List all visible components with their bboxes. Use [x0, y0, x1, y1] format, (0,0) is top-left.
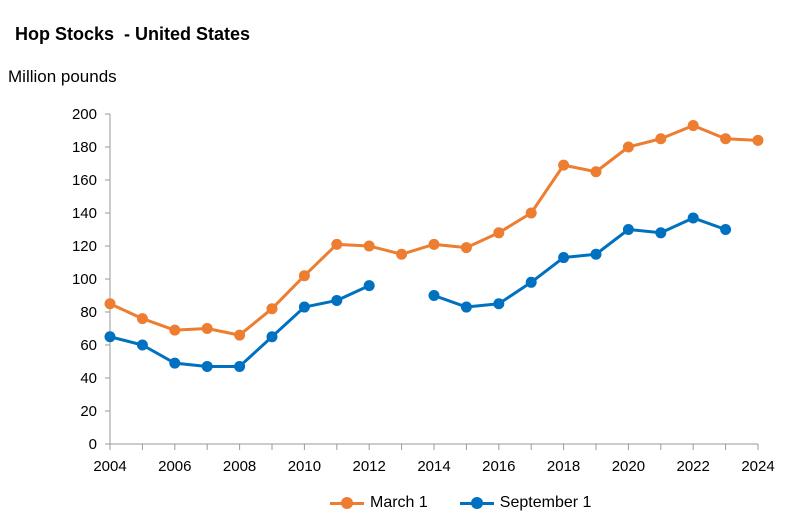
data-point-september-1 [590, 248, 602, 260]
data-point-march-1 [720, 133, 732, 145]
y-tick-label: 100 [72, 271, 97, 288]
data-point-march-1 [460, 242, 472, 254]
data-point-march-1 [590, 166, 602, 178]
data-point-september-1 [298, 301, 310, 313]
data-point-september-1 [460, 301, 472, 313]
y-tick-label: 60 [80, 337, 97, 354]
x-tick-label: 2016 [482, 458, 515, 475]
data-point-march-1 [558, 159, 570, 171]
legend-label-september-1: September 1 [499, 494, 592, 511]
x-tick-label: 2020 [612, 458, 645, 475]
data-point-september-1 [428, 290, 440, 301]
data-point-september-1 [687, 212, 699, 224]
data-point-march-1 [234, 329, 246, 341]
y-tick-label: 140 [72, 205, 97, 222]
legend-swatch-march-1 [330, 496, 364, 510]
data-point-march-1 [752, 134, 764, 146]
data-point-september-1 [234, 360, 246, 372]
x-tick-label: 2022 [677, 458, 710, 475]
data-point-september-1 [655, 227, 667, 239]
series-line-september-1 [433, 216, 727, 309]
y-tick-label: 40 [80, 370, 97, 387]
legend-label-march-1: March 1 [370, 494, 428, 511]
y-tick-label: 160 [72, 172, 97, 189]
x-tick-label: 2008 [223, 458, 256, 475]
series-september-1 [104, 212, 732, 372]
data-point-september-1 [622, 224, 634, 235]
data-point-march-1 [428, 238, 440, 250]
data-point-march-1 [104, 298, 116, 310]
data-point-march-1 [622, 141, 634, 153]
legend-item-september-1: September 1 [459, 494, 592, 512]
data-point-september-1 [136, 339, 148, 351]
data-point-march-1 [136, 313, 148, 325]
x-tick-label: 2012 [353, 458, 386, 475]
legend-swatch-september-1 [459, 496, 494, 510]
y-axis-label: Million pounds [8, 67, 117, 86]
data-point-september-1 [493, 298, 505, 310]
y-tick-label: 180 [72, 139, 97, 156]
y-tick-label: 20 [80, 403, 97, 420]
data-point-march-1 [169, 324, 181, 336]
data-point-march-1 [687, 120, 699, 132]
data-point-september-1 [331, 294, 343, 306]
data-point-march-1 [266, 303, 278, 315]
series-line-september-1 [109, 284, 370, 368]
x-tick-label: 2006 [158, 458, 191, 475]
data-point-march-1 [331, 238, 343, 250]
y-tick-label: 200 [72, 106, 97, 123]
chart-title: Hop Stocks - United States [15, 24, 251, 44]
x-tick-label: 2024 [741, 458, 774, 475]
data-point-september-1 [104, 331, 116, 343]
data-point-september-1 [201, 360, 213, 372]
data-point-march-1 [525, 207, 537, 219]
x-tick-label: 2018 [547, 458, 580, 475]
data-point-september-1 [266, 331, 278, 343]
y-tick-label: 80 [80, 304, 97, 321]
series-march-1 [104, 120, 764, 341]
data-point-march-1 [201, 323, 213, 334]
x-tick-label: 2004 [93, 458, 126, 475]
data-point-march-1 [298, 270, 310, 282]
data-point-september-1 [720, 224, 732, 235]
x-tick-label: 2010 [288, 458, 321, 475]
data-point-march-1 [655, 133, 667, 145]
axes: 0 20 40 60 80 100 120 140 160 180 200 2004 2006 2008 2… [72, 106, 775, 475]
data-point-september-1 [525, 276, 537, 288]
data-point-march-1 [493, 227, 505, 239]
series-layer [104, 120, 764, 372]
data-point-march-1 [396, 248, 408, 260]
legend-item-march-1: March 1 [330, 494, 428, 512]
x-tick-label: 2014 [417, 458, 450, 475]
data-point-september-1 [558, 252, 570, 264]
legend: March 1 September 1 [330, 494, 623, 512]
y-tick-label: 0 [89, 436, 97, 453]
data-point-september-1 [363, 280, 375, 292]
data-point-march-1 [363, 240, 375, 252]
data-point-september-1 [169, 357, 181, 369]
y-tick-label: 120 [72, 238, 97, 255]
